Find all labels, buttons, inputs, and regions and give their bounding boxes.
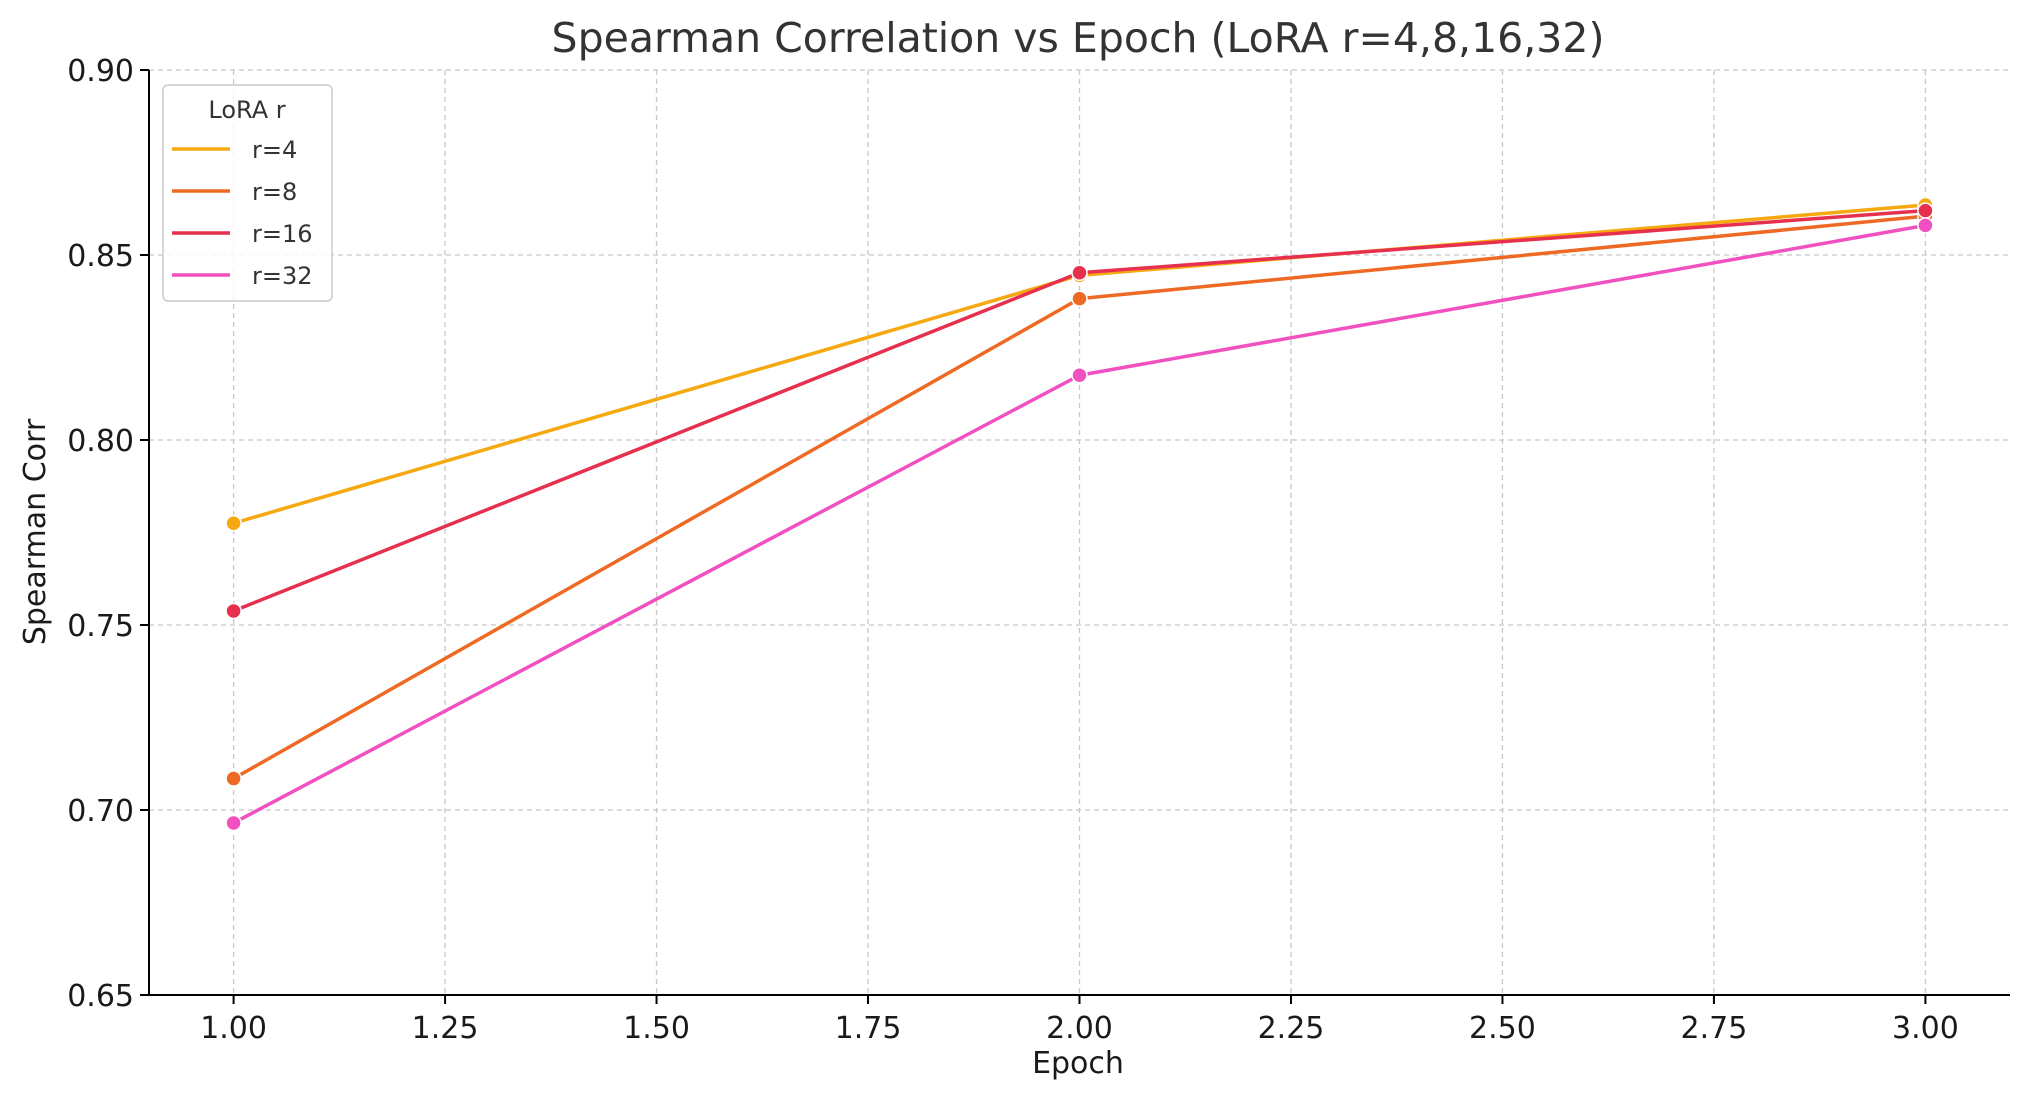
data-point (225, 515, 242, 532)
legend-label: r=8 (252, 178, 297, 206)
legend-title: LoRA r (208, 96, 285, 124)
legend-label: r=16 (252, 220, 313, 248)
x-tick-label: 1.25 (412, 1011, 479, 1046)
x-tick-label: 2.00 (1046, 1011, 1113, 1046)
data-point (225, 602, 242, 620)
y-ticks: 0.65 0.70 0.75 0.80 0.85 0.90 (67, 54, 149, 1014)
x-tick-label: 1.75 (835, 1011, 902, 1046)
y-tick-label: 0.65 (67, 979, 134, 1014)
data-point (1917, 217, 1934, 234)
data-point (1071, 264, 1088, 282)
x-tick-label: 1.00 (200, 1011, 267, 1046)
legend-entry: r=8 (172, 178, 297, 206)
y-tick-label: 0.80 (67, 424, 134, 459)
legend-entry: r=16 (172, 220, 313, 248)
legend-entry: r=32 (172, 262, 313, 290)
x-tick-label: 1.50 (623, 1011, 690, 1046)
x-tick-label: 3.00 (1892, 1011, 1959, 1046)
x-tick-label: 2.75 (1681, 1011, 1748, 1046)
y-axis-label: Spearman Corr (18, 418, 53, 645)
series-r-4 (225, 196, 1934, 532)
data-point (225, 770, 242, 787)
legend: LoRA r r=4 r=8 r=16 r=32 (162, 84, 333, 302)
legend-label: r=32 (252, 262, 313, 290)
data-point (1071, 290, 1088, 307)
legend-box (162, 84, 333, 302)
y-tick-label: 0.90 (67, 54, 134, 89)
data-point (1071, 367, 1088, 384)
x-ticks: 1.00 1.25 1.50 1.75 2.00 2.25 2.50 2.75 3.00 (200, 995, 1959, 1046)
series-r-32 (225, 217, 1934, 832)
data-point (1917, 202, 1934, 219)
legend-entries: r=4 r=8 r=16 r=32 (172, 136, 313, 290)
legend-entry: r=4 (172, 136, 297, 164)
chart-title: Spearman Correlation vs Epoch (LoRA r=4,… (552, 14, 1605, 62)
series-r-16 (225, 202, 1934, 620)
data-point (225, 814, 242, 832)
legend-label: r=4 (252, 136, 297, 164)
y-tick-label: 0.75 (67, 609, 134, 644)
y-tick-label: 0.70 (67, 794, 134, 829)
x-tick-label: 2.50 (1469, 1011, 1536, 1046)
y-tick-label: 0.85 (67, 239, 134, 274)
x-tick-label: 2.25 (1258, 1011, 1325, 1046)
series-lines (225, 196, 1934, 832)
x-axis-label: Epoch (1032, 1046, 1124, 1081)
